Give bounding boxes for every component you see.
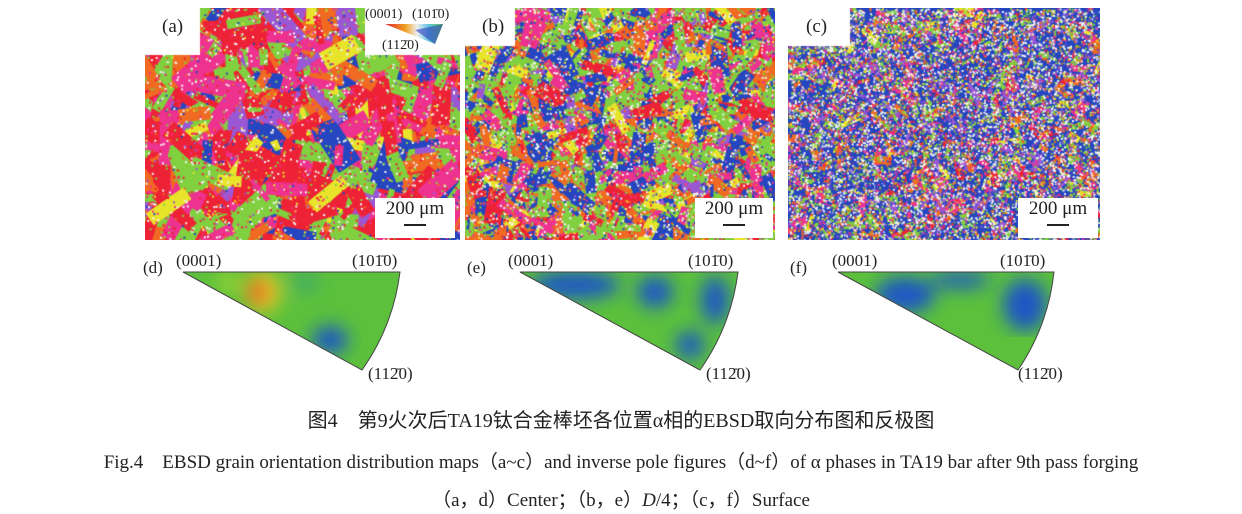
caption-english: Fig.4 EBSD grain orientation distributio… [103,452,1139,473]
ipf-d-bottom: (112̄0) [368,364,413,383]
ipf-f-right: (101̄0) [1000,251,1046,270]
scale-text-c: 200 μm [1028,198,1088,219]
ipf-f [838,272,1054,370]
ipf-e-right: (101̄0) [688,251,734,270]
panel-label-f: (f) [790,258,807,277]
caption-key-d: D [642,490,656,511]
panel-label-a: (a) [162,16,184,37]
panel-label-b: (b) [482,16,505,37]
legend-10-10: (101̄0) [412,7,450,22]
ipf-f-apex: (0001) [832,251,878,270]
ipf-d-right: (101̄0) [352,251,398,270]
scale-bar-c: 200 μm [1018,198,1098,238]
ipf-e-bottom: (112̄0) [706,364,751,383]
ipf-d-apex: (0001) [176,251,222,270]
color-key-triangle [385,24,443,44]
legend-0001: (0001) [365,7,403,22]
scale-text-a: 200 μm [385,198,445,219]
caption-chinese: 图4 第9火次后TA19钛合金棒坯各位置α相的EBSD取向分布图和反极图 [307,410,935,432]
ipf-d [183,272,400,370]
ipf-f-bottom: (112̄0) [1018,364,1063,383]
caption-key-pre: （a，d）Center；（b，e） [432,490,643,511]
caption-key-rest: /4；（c，f）Surface [655,490,810,511]
ipf-e [520,272,738,370]
scale-text-b: 200 μm [704,198,764,219]
scale-bar-a: 200 μm [375,198,455,238]
panel-label-c: (c) [806,16,828,37]
panel-label-e: (e) [467,258,486,277]
panel-label-d: (d) [143,258,163,277]
inverse-pole-figures [182,271,1055,371]
legend-11-20: (112̄0) [382,38,419,53]
caption-key: （a，d）Center；（b，e）D/4；（c，f）Surface [0,485,1242,512]
scale-bar-b: 200 μm [695,198,773,238]
ipf-e-apex: (0001) [508,251,554,270]
